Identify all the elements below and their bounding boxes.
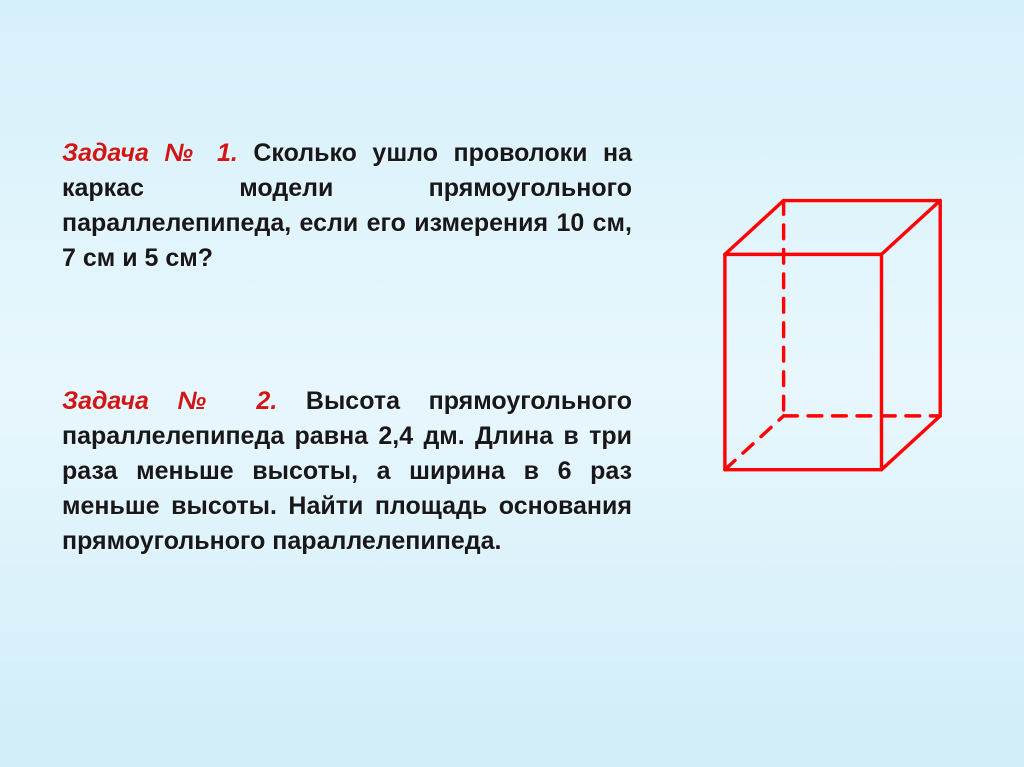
problem-2-label: Задача № 2.: [62, 387, 277, 415]
problem-1: Задача № 1. Сколько ушло проволоки на ка…: [62, 136, 632, 276]
cuboid-diagram: [720, 195, 950, 485]
problems-column: Задача № 1. Сколько ушло проволоки на ка…: [62, 136, 632, 559]
problem-1-label: Задача № 1.: [62, 139, 238, 167]
problem-2: Задача № 2. Высота прямоугольного паралл…: [62, 384, 632, 559]
